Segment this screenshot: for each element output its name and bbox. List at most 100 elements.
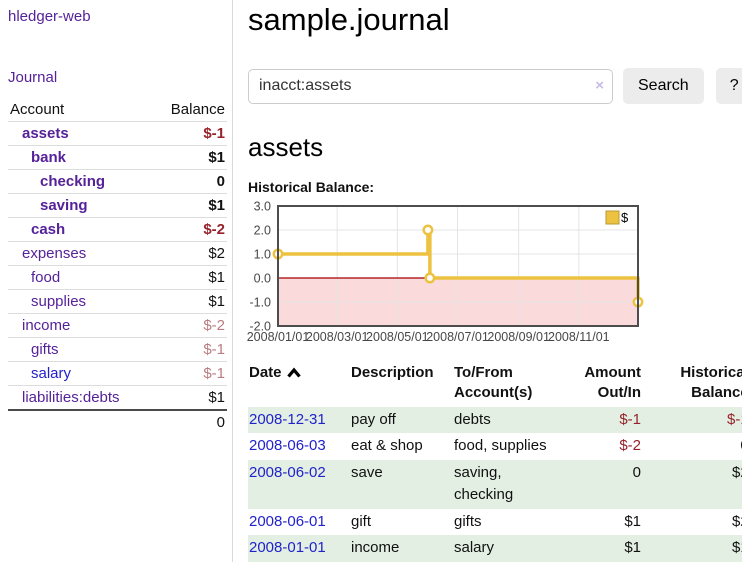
plot-border xyxy=(277,205,639,327)
accounts-total-row: 0 xyxy=(8,409,227,434)
y-tick-label: 0.0 xyxy=(254,272,271,286)
account-link[interactable]: income xyxy=(22,317,71,334)
register-description: save xyxy=(351,464,383,482)
register-header-date[interactable]: Date xyxy=(248,361,347,407)
register-date-link[interactable]: 2008-01-01 xyxy=(249,539,326,557)
register-description: income xyxy=(351,539,400,557)
account-title: assets xyxy=(248,132,324,162)
account-link[interactable]: liabilities:debts xyxy=(22,389,120,406)
accounts-header-balance: Balance xyxy=(170,101,225,118)
account-balance: $-1 xyxy=(152,361,227,386)
page-title: sample.journal xyxy=(248,2,450,37)
balance-chart: 3.0 2.0 1.0 0.0 -1.0 -2.02008/01/012008/03/01… xyxy=(247,200,644,344)
chart-title: Historical Balance: xyxy=(248,179,375,195)
register-accounts: debts xyxy=(454,410,491,428)
register-balance: $2 xyxy=(732,512,742,530)
account-link[interactable]: gifts xyxy=(31,341,59,358)
register-balance: $1 xyxy=(732,539,742,557)
help-button[interactable]: ? xyxy=(715,68,742,104)
sidebar: hledger-web Journal Account Balance asse… xyxy=(0,0,233,563)
register-accounts: food, supplies xyxy=(454,437,547,455)
account-link[interactable]: saving xyxy=(40,197,88,214)
account-name-cell: supplies xyxy=(8,289,153,314)
register-row: 2008-01-01 income salary $1 $1 xyxy=(248,535,742,563)
y-tick-label: -2.0 xyxy=(249,320,271,334)
register-row: 2008-06-03 eat & shop food, supplies $-20 xyxy=(248,433,742,460)
x-tick-label: 2008/11/01 xyxy=(548,330,610,344)
register-header-description: Description xyxy=(351,364,434,381)
accounts-body: assets $-1 bank $1 checking 0 saving $1 cash $-2 e… xyxy=(8,121,227,434)
account-link[interactable]: checking xyxy=(40,173,106,190)
account-link[interactable]: cash xyxy=(31,221,66,238)
register-table: Date Description To/From Account(s) Amou… xyxy=(248,361,742,563)
page: hledger-web Journal Account Balance asse… xyxy=(0,0,742,563)
register-date-cell: 2008-01-01 xyxy=(248,535,347,562)
register-header-amount: Amount Out/In xyxy=(584,364,641,401)
account-row: gifts $-1 xyxy=(8,337,227,362)
account-row: salary $-1 xyxy=(8,361,227,386)
search-input[interactable] xyxy=(248,68,613,104)
register-amount: $1 xyxy=(624,539,641,557)
data-point xyxy=(424,272,436,284)
account-link[interactable]: expenses xyxy=(22,245,87,262)
account-row: supplies $1 xyxy=(8,289,227,314)
account-balance: $1 xyxy=(152,289,227,314)
register-date-link[interactable]: 2008-06-01 xyxy=(249,512,326,530)
x-tick-label: 2008/09/01 xyxy=(487,330,550,344)
register-accounts: saving, checking xyxy=(454,464,514,503)
app-brand-link[interactable]: hledger-web xyxy=(8,8,91,25)
register-description: eat & shop xyxy=(351,437,423,455)
register-accounts: salary xyxy=(454,539,495,557)
account-link[interactable]: salary xyxy=(31,365,72,382)
register-row: 2008-06-01 gift gifts $1 $2 xyxy=(248,509,742,536)
clear-search-icon[interactable]: × xyxy=(595,77,604,95)
x-tick-label: 2008/05/01 xyxy=(366,330,429,344)
account-row: checking 0 xyxy=(8,169,227,194)
search-bar: × Search ? xyxy=(248,68,742,104)
register-date-cell: 2008-06-01 xyxy=(248,509,347,536)
account-balance: $1 xyxy=(152,145,227,170)
account-balance: $1 xyxy=(152,193,227,218)
register-description: gift xyxy=(351,512,372,530)
search-input-wrap: × xyxy=(248,68,613,104)
account-name-cell: salary xyxy=(8,361,153,386)
y-tick-label: 1.0 xyxy=(254,248,271,262)
account-balance: $1 xyxy=(152,265,227,290)
account-link[interactable]: supplies xyxy=(31,293,87,310)
register-date-cell: 2008-12-31 xyxy=(248,407,347,434)
register-row: 2008-06-02 save saving, checking 0 $2 xyxy=(248,460,742,509)
register-amount: $-1 xyxy=(619,410,641,428)
account-row: cash $-2 xyxy=(8,217,227,242)
account-link[interactable]: food xyxy=(31,269,61,286)
sort-asc-icon xyxy=(286,367,301,378)
register-accounts: gifts xyxy=(454,512,482,530)
account-balance: $1 xyxy=(152,385,227,410)
total-label-cell xyxy=(8,409,153,434)
sidebar-item-journal[interactable]: Journal xyxy=(8,69,58,86)
register-balance: $-1 xyxy=(727,410,742,428)
register-date-link[interactable]: 2008-06-02 xyxy=(249,464,326,482)
register-amount: $1 xyxy=(624,512,641,530)
account-row: bank $1 xyxy=(8,145,227,170)
y-tick-label: -1.0 xyxy=(249,296,271,310)
account-name-cell: food xyxy=(8,265,153,290)
account-row: expenses $2 xyxy=(8,241,227,266)
accounts-header-account: Account xyxy=(10,101,65,118)
register-header-accounts: To/From Account(s) xyxy=(454,364,533,401)
x-tick-label: 2008/07/01 xyxy=(426,330,489,344)
register-description: pay off xyxy=(351,410,396,428)
accounts-header-row: Account Balance xyxy=(8,98,227,122)
register-date-link[interactable]: 2008-12-31 xyxy=(249,410,326,428)
register-header-row: Date Description To/From Account(s) Amou… xyxy=(248,361,742,407)
data-point xyxy=(422,224,434,236)
account-name-cell: checking xyxy=(8,169,153,194)
account-link[interactable]: assets xyxy=(22,125,69,142)
y-tick-label: 2.0 xyxy=(254,224,271,238)
register-balance: 0 xyxy=(645,433,742,460)
register-header-balance: Historical Balance xyxy=(680,364,742,401)
account-link[interactable]: bank xyxy=(31,149,67,166)
search-button[interactable]: Search xyxy=(623,68,704,104)
register-date-link[interactable]: 2008-06-03 xyxy=(249,437,326,455)
register-row: 2008-12-31 pay off debts $-1 $-1 xyxy=(248,406,742,434)
register-amount: $-2 xyxy=(619,437,641,455)
